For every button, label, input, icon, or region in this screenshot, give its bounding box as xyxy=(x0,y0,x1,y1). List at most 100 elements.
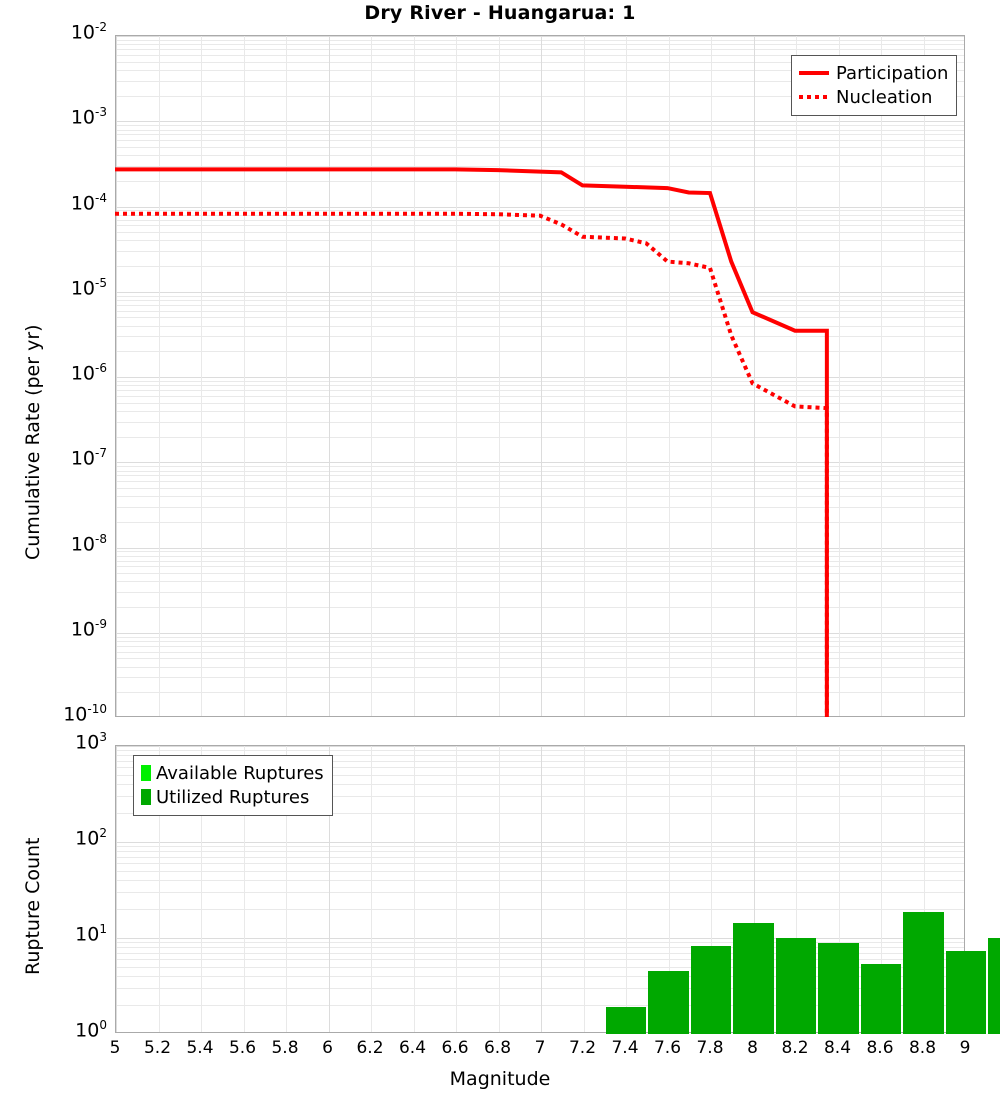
gridline-horizontal xyxy=(116,632,964,634)
gridline-horizontal-minor xyxy=(116,49,964,51)
gridline-horizontal-minor xyxy=(116,755,964,757)
gridline-vertical xyxy=(328,36,330,716)
y-tick-label: 100 xyxy=(75,1018,107,1042)
top-curves-layer xyxy=(115,35,965,717)
gridline-horizontal xyxy=(116,547,964,549)
gridline-vertical xyxy=(286,36,287,716)
gridline-horizontal xyxy=(116,36,964,37)
x-tick-label: 7.2 xyxy=(568,1038,597,1058)
gridline-horizontal xyxy=(116,842,964,843)
top-y-axis-label: Cumulative Rate (per yr) xyxy=(22,324,44,560)
gridline-horizontal-minor xyxy=(116,219,964,221)
x-tick-label: 6.4 xyxy=(398,1038,427,1058)
gridline-vertical xyxy=(371,36,372,716)
y-tick-label: 10-5 xyxy=(70,275,107,300)
bar-utilized-ruptures xyxy=(690,946,732,1034)
x-axis-label: Magnitude xyxy=(449,1068,551,1090)
x-tick-label: 8.2 xyxy=(781,1038,809,1058)
y-tick-label: 10-10 xyxy=(63,702,107,726)
cumulative-rate-plot xyxy=(115,35,965,717)
x-tick-label: 9 xyxy=(959,1038,971,1058)
x-tick-label: 6.2 xyxy=(356,1038,384,1058)
gridline-horizontal-minor xyxy=(116,566,964,568)
legend-item-utilized: Utilized Ruptures xyxy=(141,785,324,809)
x-tick-label: 8.6 xyxy=(866,1038,894,1058)
bar-group xyxy=(648,905,689,1034)
gridline-horizontal-minor xyxy=(116,140,964,142)
bar-utilized-ruptures xyxy=(988,938,1000,1034)
gridline-horizontal-minor xyxy=(116,959,964,961)
gridline-horizontal-minor xyxy=(116,39,964,41)
x-tick-label: 5.2 xyxy=(143,1038,172,1058)
gridline-horizontal-minor xyxy=(116,336,964,338)
gridline-horizontal-minor xyxy=(116,560,964,562)
gridline-horizontal-minor xyxy=(116,317,964,319)
gridline-horizontal-minor xyxy=(116,651,964,653)
gridline-horizontal-minor xyxy=(116,796,964,798)
legend-label-utilized: Utilized Ruptures xyxy=(156,786,310,808)
bar-group xyxy=(988,779,1000,1034)
legend-label-nucleation: Nucleation xyxy=(836,86,933,108)
y-tick-label: 10-8 xyxy=(70,531,107,555)
gridline-horizontal-minor xyxy=(116,966,964,968)
bar-utilized-ruptures xyxy=(733,922,774,1034)
gridline-horizontal-minor xyxy=(116,410,964,412)
legend-label-available: Available Ruptures xyxy=(156,762,324,784)
gridline-horizontal-minor xyxy=(116,947,964,949)
bar-utilized-ruptures xyxy=(860,963,902,1034)
bars-layer xyxy=(116,746,1000,1034)
x-tick-label: 5.4 xyxy=(186,1038,214,1058)
gridline-horizontal-minor xyxy=(116,496,964,498)
gridline-horizontal-minor xyxy=(116,581,964,583)
gridline-vertical xyxy=(838,36,840,716)
gridline-horizontal-minor xyxy=(116,470,964,472)
gridline-vertical xyxy=(201,746,202,1032)
gridline-horizontal-minor xyxy=(116,636,964,638)
gridline-horizontal-minor xyxy=(116,240,964,242)
gridline-horizontal-minor xyxy=(116,44,964,46)
gridline-horizontal-minor xyxy=(116,641,964,642)
gridline-vertical xyxy=(541,746,542,1032)
gridline-horizontal-minor xyxy=(116,125,964,127)
x-tick-label: 8.4 xyxy=(823,1038,852,1058)
gridline-horizontal xyxy=(116,206,964,208)
x-tick-label: 5 xyxy=(109,1038,121,1058)
bar-group xyxy=(478,970,519,1034)
bar-group xyxy=(521,970,562,1034)
x-tick-label: 6.8 xyxy=(483,1038,512,1058)
gridline-horizontal xyxy=(116,121,964,123)
bar-utilized-ruptures xyxy=(775,938,817,1034)
gridline-horizontal-minor xyxy=(116,988,964,990)
gridline-horizontal-minor xyxy=(116,592,964,594)
gridline-horizontal xyxy=(116,377,964,378)
x-tick-label: 7.6 xyxy=(653,1038,682,1058)
gridline-horizontal-minor xyxy=(116,942,964,944)
gridline-horizontal-minor xyxy=(116,380,964,382)
gridline-horizontal-minor xyxy=(116,80,964,82)
gridline-horizontal-minor xyxy=(116,521,964,523)
gridline-horizontal-minor xyxy=(116,863,964,865)
bar-utilized-ruptures xyxy=(648,971,689,1034)
gridline-horizontal xyxy=(116,938,964,939)
gridline-horizontal-minor xyxy=(116,295,964,297)
bar-group xyxy=(860,790,902,1034)
gridline-vertical xyxy=(456,746,457,1032)
legend-item-participation: Participation xyxy=(799,61,948,85)
gridline-horizontal-minor xyxy=(116,385,964,387)
gridline-horizontal-minor xyxy=(116,846,964,848)
gridline-horizontal-minor xyxy=(116,487,964,489)
gridline-horizontal-minor xyxy=(116,475,964,477)
y-tick-label: 10-3 xyxy=(70,105,107,129)
gridline-vertical xyxy=(371,746,372,1032)
gridline-horizontal-minor xyxy=(116,692,964,694)
legend-item-nucleation: Nucleation xyxy=(799,85,948,109)
gridline-vertical xyxy=(753,36,755,716)
gridline-vertical xyxy=(116,746,117,1032)
y-tick-label: 103 xyxy=(75,730,107,754)
y-tick-label: 10-2 xyxy=(70,20,107,44)
gridline-horizontal-minor xyxy=(116,573,964,575)
y-tick-label: 102 xyxy=(75,826,107,850)
gridline-horizontal xyxy=(116,462,964,464)
gridline-vertical xyxy=(711,746,712,1032)
gridline-vertical xyxy=(583,746,585,1032)
